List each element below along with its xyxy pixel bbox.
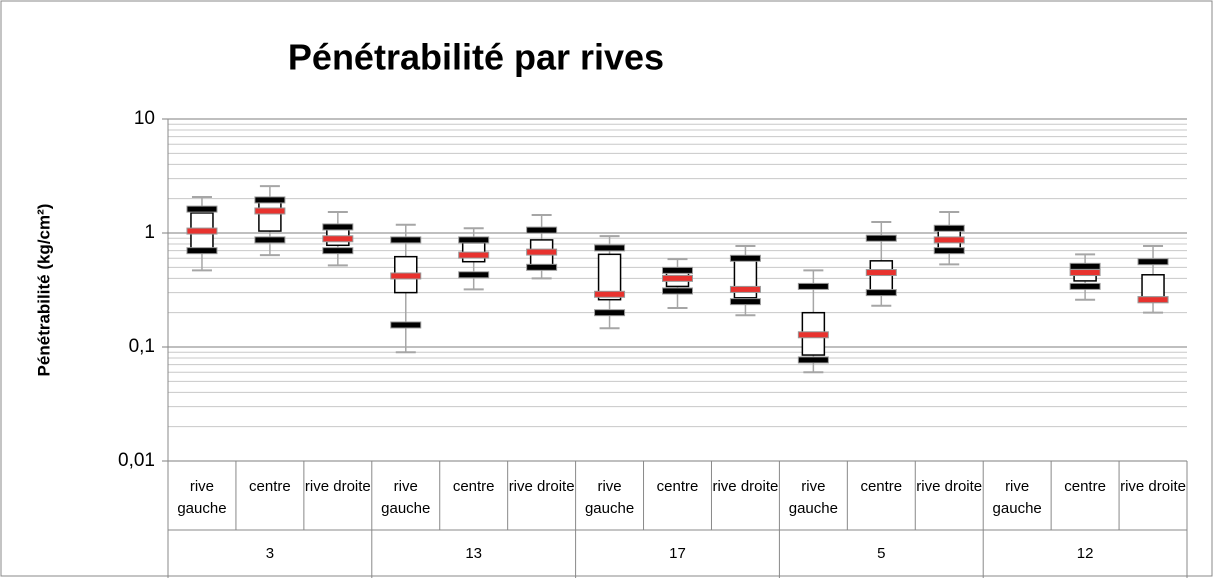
median-marker xyxy=(322,235,354,243)
extreme-marker xyxy=(662,287,693,295)
median-marker xyxy=(254,207,286,215)
extreme-marker xyxy=(594,309,626,317)
x-tick-label: centre xyxy=(656,478,699,495)
x-tick-label: centre xyxy=(452,478,495,495)
extreme-marker xyxy=(865,289,897,297)
x-tick-label: rive gauche xyxy=(381,478,431,517)
x-tick-label: rive gauche xyxy=(177,478,227,517)
x-tick-label: rive droite xyxy=(304,478,371,495)
x-tick-label: rive droite xyxy=(508,478,575,495)
median-marker xyxy=(594,290,626,298)
x-tick-label: centre xyxy=(249,478,291,495)
chart-title: Pénétrabilité par rives xyxy=(288,37,664,78)
extreme-marker xyxy=(322,223,354,231)
x-tick-label: rive gauche xyxy=(992,478,1042,517)
median-marker xyxy=(390,272,422,280)
y-tick-label: 1 xyxy=(144,222,155,243)
group-label: 12 xyxy=(1077,545,1094,562)
extreme-marker xyxy=(865,234,897,242)
extreme-marker xyxy=(594,244,626,252)
extreme-marker xyxy=(186,247,218,255)
median-marker xyxy=(865,269,897,277)
extreme-marker xyxy=(797,356,829,364)
median-marker xyxy=(797,331,829,339)
extreme-marker xyxy=(729,254,761,262)
box xyxy=(869,260,894,294)
extreme-marker xyxy=(1069,262,1101,270)
extreme-marker xyxy=(729,298,761,306)
extreme-marker xyxy=(254,236,286,244)
x-tick-label: rive droite xyxy=(1120,478,1186,495)
x-tick-label: rive gauche xyxy=(788,478,838,517)
median-marker xyxy=(662,274,693,282)
median-marker xyxy=(1137,296,1169,304)
extreme-marker xyxy=(254,196,286,204)
y-tick-label: 0,01 xyxy=(118,450,155,471)
y-tick-label: 10 xyxy=(134,108,155,129)
median-marker xyxy=(933,236,965,244)
median-marker xyxy=(186,227,218,235)
extreme-marker xyxy=(797,282,829,290)
x-tick-label: rive gauche xyxy=(584,478,635,517)
extreme-marker xyxy=(1069,282,1101,290)
median-marker xyxy=(526,248,558,256)
group-label: 5 xyxy=(877,545,885,562)
box xyxy=(597,253,622,301)
x-tick-label: rive droite xyxy=(712,478,779,495)
y-axis-label: Pénétrabilité (kg/cm²) xyxy=(34,204,53,377)
median-marker xyxy=(458,251,490,259)
extreme-marker xyxy=(933,224,965,232)
extreme-marker xyxy=(526,263,558,271)
extreme-marker xyxy=(933,247,965,255)
median-marker xyxy=(1069,269,1101,277)
y-tick-label: 0,1 xyxy=(129,336,155,357)
group-label: 17 xyxy=(669,545,686,562)
extreme-marker xyxy=(390,321,422,329)
extreme-marker xyxy=(458,236,490,244)
median-marker xyxy=(729,285,761,293)
box xyxy=(258,199,282,232)
extreme-marker xyxy=(458,271,490,279)
box xyxy=(1141,274,1165,301)
x-tick-label: centre xyxy=(1064,478,1106,495)
x-tick-label: rive droite xyxy=(916,478,983,495)
extreme-marker xyxy=(186,205,218,213)
extreme-marker xyxy=(526,226,558,234)
extreme-marker xyxy=(662,266,693,274)
extreme-marker xyxy=(390,236,422,244)
group-label: 3 xyxy=(266,545,274,562)
x-tick-label: centre xyxy=(860,478,903,495)
extreme-marker xyxy=(322,247,354,255)
extreme-marker xyxy=(1137,258,1169,266)
group-label: 13 xyxy=(465,545,482,562)
